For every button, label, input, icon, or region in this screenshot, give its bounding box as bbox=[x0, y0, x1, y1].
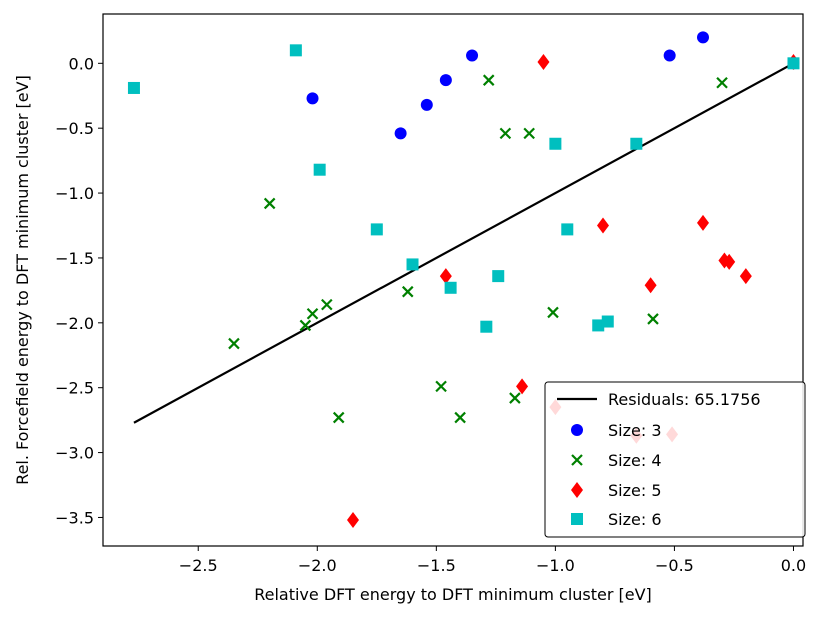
point-square bbox=[601, 315, 614, 328]
y-tick-label: −2.0 bbox=[55, 314, 94, 333]
point-x bbox=[321, 298, 333, 311]
point-x bbox=[454, 411, 466, 424]
point-x bbox=[716, 76, 728, 89]
legend-frame bbox=[544, 381, 806, 538]
point-square bbox=[549, 137, 562, 150]
x-axis-label: Relative DFT energy to DFT minimum clust… bbox=[254, 585, 652, 604]
point-diamond bbox=[439, 268, 452, 285]
legend: Residuals: 65.1756 Size: 3 Size: 4 Size: 5… bbox=[544, 381, 806, 538]
point-x bbox=[509, 392, 521, 404]
y-tick-label: −3.0 bbox=[55, 444, 94, 463]
x-axis-ticks: −2.5 −2.0 −1.5 −1.0 −0.5 0.0 bbox=[179, 546, 806, 575]
point-square bbox=[406, 258, 419, 271]
point-x bbox=[401, 285, 414, 298]
point-x bbox=[306, 307, 319, 320]
legend-entry-label: Size: 3 bbox=[608, 421, 662, 440]
point-circle bbox=[306, 92, 319, 105]
y-axis-label: Rel. Forcefield energy to DFT minimum cl… bbox=[13, 75, 32, 485]
legend-entry-label: Size: 5 bbox=[608, 481, 662, 500]
point-circle bbox=[394, 127, 407, 140]
point-circle bbox=[439, 74, 452, 87]
point-x bbox=[523, 127, 535, 140]
point-x bbox=[332, 411, 345, 424]
y-tick-label: −1.5 bbox=[55, 249, 94, 268]
point-diamond bbox=[739, 268, 752, 285]
point-diamond bbox=[644, 277, 657, 294]
point-circle bbox=[466, 49, 479, 62]
point-diamond bbox=[697, 214, 709, 231]
legend-swatch-circle bbox=[571, 424, 583, 436]
x-tick-label: −1.5 bbox=[417, 556, 456, 575]
y-tick-label: 0.0 bbox=[69, 54, 94, 73]
point-x bbox=[647, 313, 659, 325]
x-tick-label: −1.0 bbox=[536, 556, 575, 575]
x-tick-label: −2.0 bbox=[298, 556, 337, 575]
point-square bbox=[289, 44, 302, 57]
point-square bbox=[480, 320, 493, 333]
legend-entry-residuals: Residuals: 65.1756 bbox=[608, 390, 761, 409]
x-tick-label: −2.5 bbox=[179, 556, 218, 575]
x-tick-label: 0.0 bbox=[781, 556, 806, 575]
point-square bbox=[561, 223, 574, 236]
point-x bbox=[482, 74, 495, 86]
point-diamond bbox=[347, 512, 359, 529]
point-x bbox=[228, 337, 240, 350]
point-square bbox=[492, 270, 505, 283]
point-diamond bbox=[537, 54, 550, 71]
data-points bbox=[127, 31, 800, 529]
fit-line bbox=[133, 62, 795, 424]
point-square bbox=[444, 281, 457, 294]
legend-entry-label: Size: 4 bbox=[608, 451, 662, 470]
fit-line-group bbox=[133, 62, 795, 424]
point-square bbox=[592, 319, 605, 332]
legend-swatch-x bbox=[571, 454, 583, 466]
y-tick-label: −1.0 bbox=[55, 184, 94, 203]
point-x bbox=[547, 306, 559, 319]
point-diamond bbox=[516, 378, 529, 395]
point-square bbox=[630, 137, 643, 150]
y-axis-ticks: 0.0 −0.5 −1.0 −1.5 −2.0 −2.5 −3.0 −3.5 bbox=[55, 54, 103, 527]
y-tick-label: −3.5 bbox=[55, 508, 94, 527]
legend-entry-label: Size: 6 bbox=[608, 510, 662, 529]
point-circle bbox=[420, 98, 433, 111]
y-tick-label: −0.5 bbox=[55, 119, 94, 138]
point-circle bbox=[697, 31, 709, 44]
point-x bbox=[435, 380, 447, 393]
point-diamond bbox=[597, 217, 609, 234]
point-circle bbox=[663, 49, 676, 62]
point-x bbox=[263, 197, 276, 210]
y-tick-label: −2.5 bbox=[55, 379, 94, 398]
point-x bbox=[499, 127, 512, 140]
point-diamond bbox=[723, 253, 736, 270]
point-x bbox=[299, 319, 312, 332]
point-square bbox=[787, 57, 800, 70]
legend-swatch-square bbox=[571, 513, 583, 525]
legend-swatch-diamond bbox=[571, 482, 583, 498]
point-square bbox=[313, 163, 326, 176]
point-square bbox=[127, 81, 140, 94]
point-square bbox=[370, 223, 383, 236]
x-tick-label: −0.5 bbox=[655, 556, 694, 575]
